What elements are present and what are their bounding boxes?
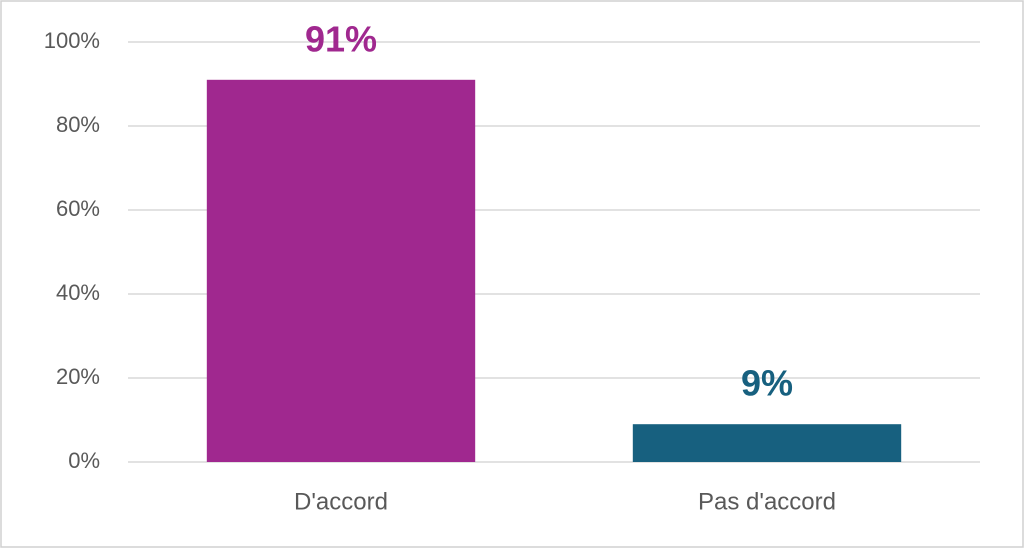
bar xyxy=(632,424,902,462)
y-tick-label: 60% xyxy=(56,196,100,221)
y-tick-label: 100% xyxy=(44,28,100,53)
bar xyxy=(206,79,476,463)
value-label: 9% xyxy=(741,363,793,404)
x-tick-label: Pas d'accord xyxy=(698,488,836,515)
value-label: 91% xyxy=(305,18,377,59)
y-tick-label: 0% xyxy=(68,448,100,473)
y-tick-label: 20% xyxy=(56,364,100,389)
x-tick-label: D'accord xyxy=(294,488,388,515)
y-tick-label: 80% xyxy=(56,112,100,137)
y-tick-label: 40% xyxy=(56,280,100,305)
